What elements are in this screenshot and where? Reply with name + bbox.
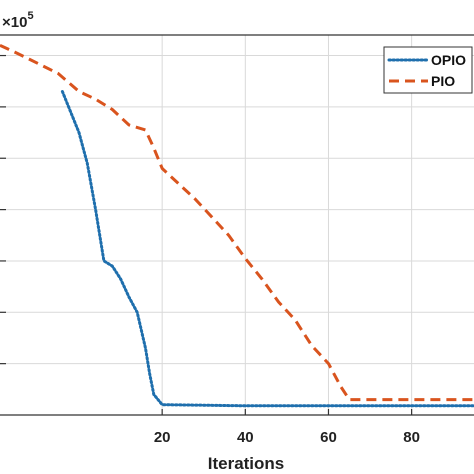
x-tick-label: 20	[154, 429, 171, 446]
plot-background	[0, 35, 474, 415]
x-tick-labels: 20 40 60 80	[154, 409, 420, 446]
x-tick-label: 40	[237, 429, 254, 446]
legend: OPIO PIO	[383, 46, 473, 94]
legend-label-opio: OPIO	[431, 52, 466, 68]
x-axis-title: Iterations	[208, 454, 285, 473]
series-lines	[0, 43, 474, 408]
y-exponent-label: ×105	[2, 10, 34, 31]
series-line-pio	[0, 43, 474, 402]
legend-box	[383, 46, 473, 94]
series-line-opio	[60, 90, 474, 408]
y-exponent-base: ×10	[2, 14, 27, 31]
legend-label-pio: PIO	[431, 73, 455, 89]
x-tick-label: 80	[403, 429, 420, 446]
grid-lines	[0, 35, 474, 415]
axes	[0, 34, 474, 416]
x-tick-label: 60	[320, 429, 337, 446]
y-exponent-power: 5	[27, 10, 33, 22]
